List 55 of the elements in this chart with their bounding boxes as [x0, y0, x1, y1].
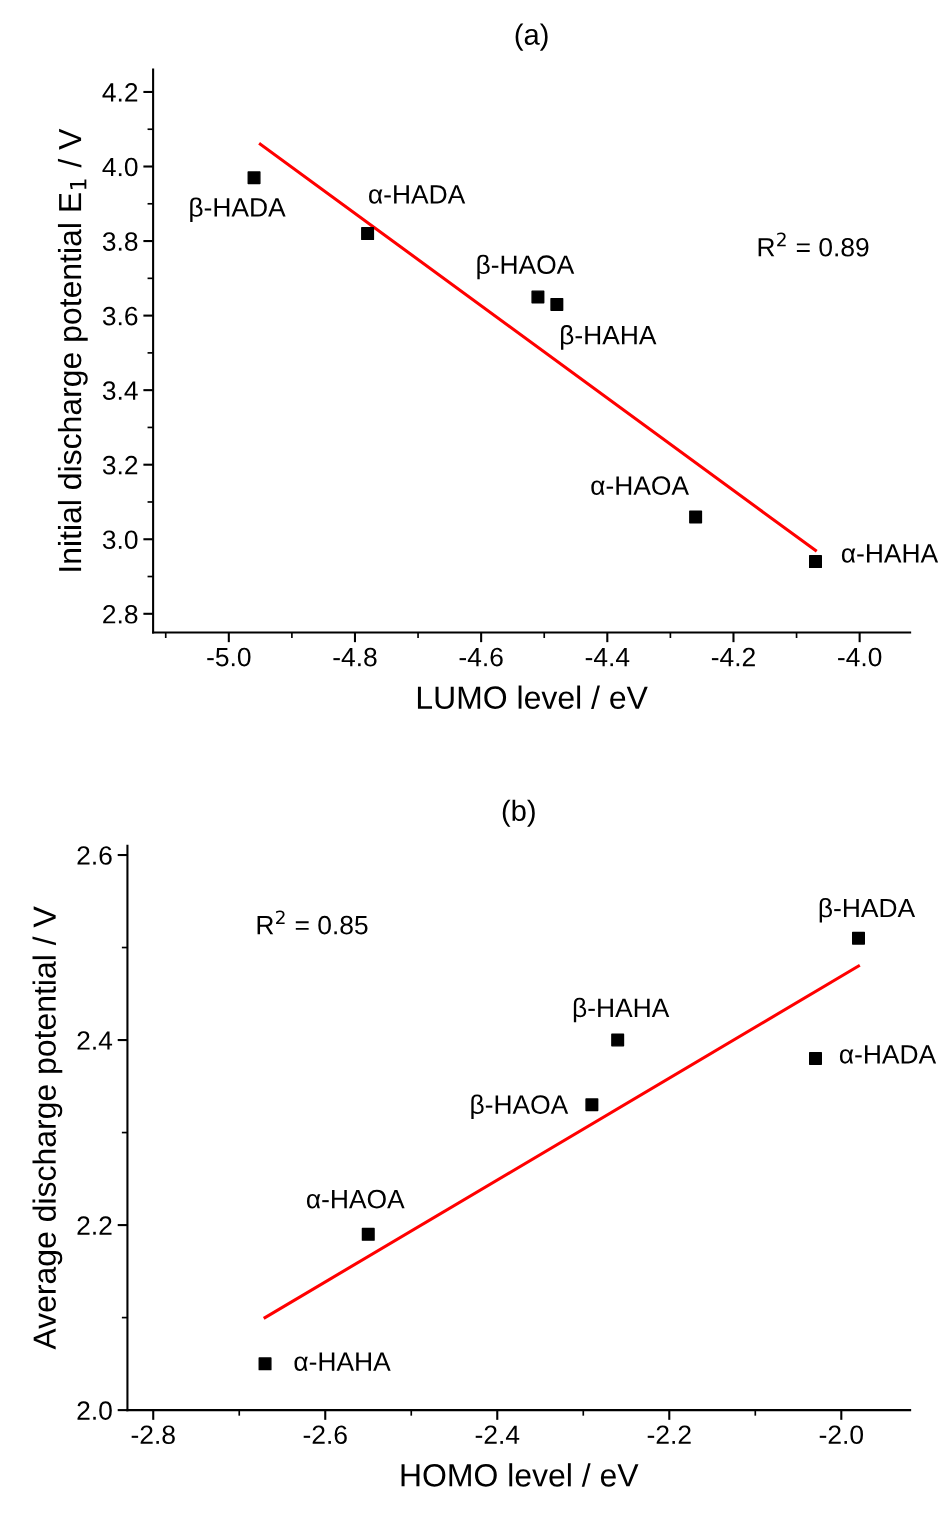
y-tick-label: 2.8	[103, 604, 138, 624]
y-tick-label: 4.0	[102, 157, 138, 177]
annotation: α-HAHA	[841, 544, 939, 563]
y-tick-label: 3.4	[102, 381, 138, 400]
annotation: β-HADA	[190, 197, 286, 222]
annotation: β-HAHA	[561, 325, 657, 350]
annotation: α-HAOA	[306, 1189, 405, 1209]
y-tick-label: 2.0	[77, 1401, 112, 1420]
annotation: α-HADA	[839, 1045, 937, 1064]
point	[258, 1357, 272, 1371]
x-tick-label: -4.2	[711, 647, 755, 667]
y-tick-label: 3.0	[102, 530, 138, 550]
annotation: β-HAOA	[471, 1094, 569, 1120]
x-axis-title: HOMO level / eV	[401, 1463, 639, 1487]
point	[851, 931, 866, 945]
y-axis-title: Average discharge potential / V	[32, 906, 63, 1350]
chart-title: (a)	[515, 23, 548, 51]
point	[689, 510, 703, 524]
point	[531, 290, 545, 304]
point	[611, 1033, 625, 1047]
point	[247, 171, 261, 185]
y-tick-label: 4.2	[102, 83, 138, 102]
annotation: α-HAHA	[294, 1352, 391, 1371]
annotation: R$^{2}$ = 0.85	[257, 910, 368, 935]
annotation: β-HADA	[819, 897, 916, 923]
point	[361, 1227, 375, 1241]
point	[808, 1052, 823, 1066]
annotation: β-HAHA	[573, 997, 670, 1023]
point	[550, 297, 564, 311]
y-axis-title: Initial discharge potential E$_{1}$ / V	[57, 128, 88, 571]
x-tick-label: -4.0	[838, 647, 882, 667]
y-tick-label: 2.4	[77, 1031, 113, 1050]
y-tick-label: 2.6	[77, 846, 112, 865]
x-tick-label: -2.0	[819, 1425, 864, 1445]
x-tick-label: -4.8	[333, 647, 377, 667]
annotation: β-HAOA	[477, 254, 575, 280]
y-tick-label: 3.2	[102, 455, 138, 475]
y-tick-label: 3.6	[102, 306, 138, 326]
x-tick-label: -4.4	[585, 647, 630, 667]
x-tick-label: -2.8	[131, 1425, 175, 1445]
annotation: α-HAOA	[591, 476, 689, 495]
point	[361, 227, 375, 241]
x-tick-label: -2.2	[647, 1425, 691, 1444]
chart-title: (b)	[502, 799, 535, 827]
x-tick-label: -2.4	[475, 1425, 520, 1444]
point	[808, 555, 822, 569]
x-axis-title: LUMO level / eV	[417, 685, 648, 709]
annotation: α-HADA	[369, 185, 466, 204]
point	[585, 1098, 599, 1112]
x-tick-label: -4.6	[459, 647, 503, 667]
x-tick-label: -2.6	[303, 1425, 347, 1445]
y-tick-label: 2.2	[77, 1216, 112, 1235]
y-tick-label: 3.8	[102, 232, 138, 251]
annotation: R$^{2}$ = 0.89	[758, 232, 869, 257]
x-tick-label: -5.0	[207, 647, 251, 667]
